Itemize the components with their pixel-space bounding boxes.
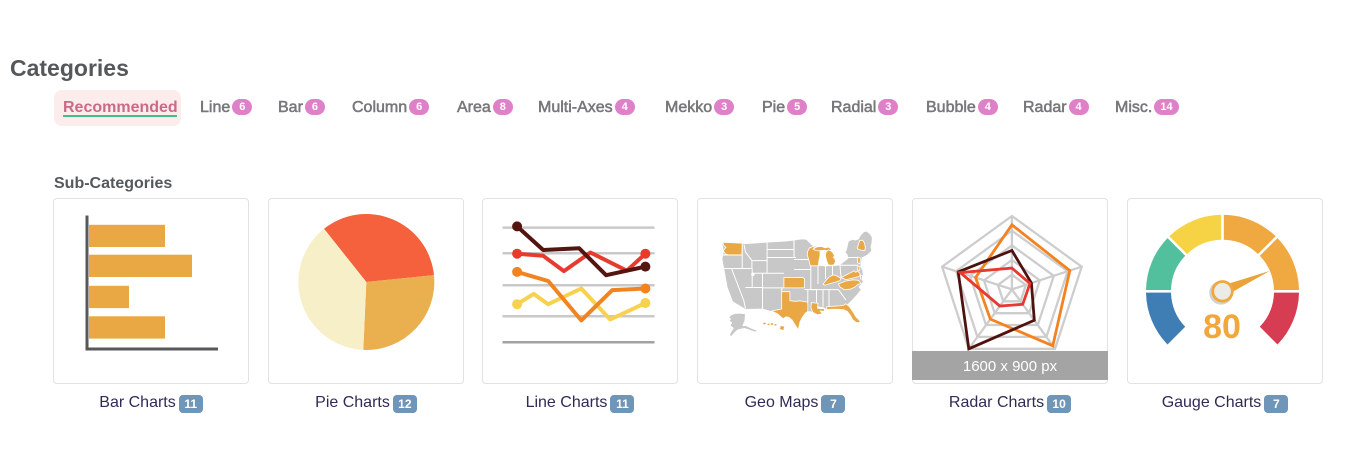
svg-text:80: 80	[1203, 308, 1241, 346]
